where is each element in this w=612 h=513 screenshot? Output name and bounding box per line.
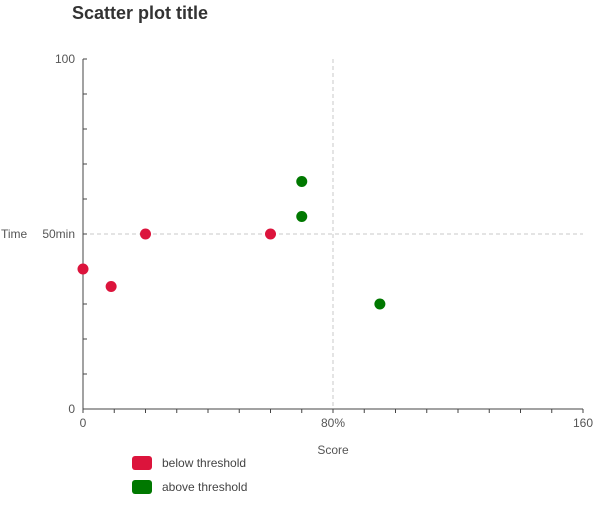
legend: below threshold above threshold	[132, 455, 247, 503]
data-point-below-threshold[interactable]	[105, 281, 117, 292]
y-tick-label: 50min	[42, 227, 75, 241]
data-point-above-threshold[interactable]	[296, 176, 308, 187]
chart-title: Scatter plot title	[72, 3, 209, 23]
y-axis-label: Time	[1, 227, 28, 241]
legend-swatch-above-threshold	[132, 480, 152, 494]
data-points	[77, 176, 386, 310]
legend-label-above-threshold: above threshold	[162, 480, 248, 494]
x-tick-labels: 0 80% 160	[80, 416, 594, 430]
x-axis-label: Score	[317, 443, 349, 457]
data-point-below-threshold[interactable]	[265, 228, 276, 240]
x-tick-label: 80%	[321, 416, 345, 430]
legend-swatch-below-threshold	[132, 456, 152, 470]
data-point-below-threshold[interactable]	[140, 228, 151, 240]
y-tick-label: 0	[68, 402, 75, 416]
reference-lines	[83, 59, 583, 409]
data-point-above-threshold[interactable]	[296, 211, 308, 222]
tick-marks	[82, 58, 584, 413]
data-point-above-threshold[interactable]	[374, 298, 386, 310]
x-tick-label: 160	[573, 416, 593, 430]
legend-item-below-threshold[interactable]: below threshold	[132, 455, 247, 471]
y-tick-labels: 0 50min 100	[42, 52, 75, 416]
y-tick-label: 100	[55, 52, 75, 66]
data-point-below-threshold[interactable]	[77, 263, 89, 275]
legend-item-above-threshold[interactable]: above threshold	[132, 479, 247, 495]
x-tick-label: 0	[80, 416, 87, 430]
legend-label-below-threshold: below threshold	[162, 456, 247, 470]
